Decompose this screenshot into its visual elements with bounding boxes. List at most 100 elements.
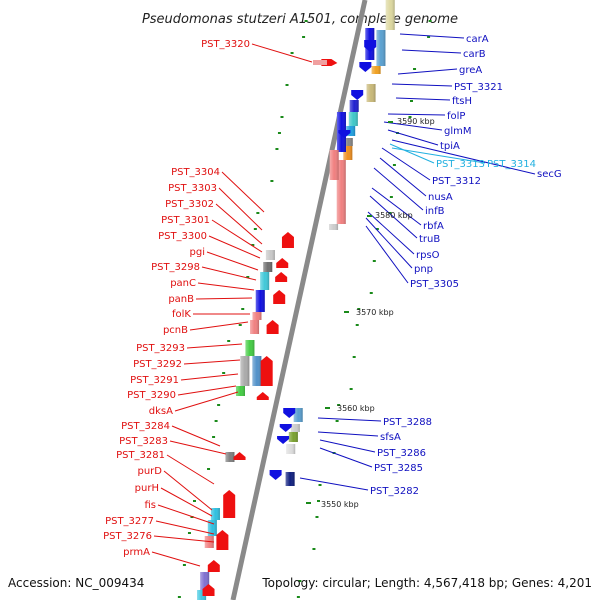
gene-label[interactable]: pgi: [190, 247, 205, 258]
gene-label[interactable]: rbfA: [423, 221, 444, 232]
gene-label[interactable]: PST_3284: [121, 421, 170, 432]
gene-label[interactable]: PST_3282: [370, 486, 419, 497]
position-tick: [318, 484, 322, 486]
gene-label[interactable]: folK: [172, 309, 191, 320]
position-tick: [222, 372, 226, 374]
position-tick: [270, 180, 274, 182]
leader-line: [299, 477, 369, 491]
gene-label[interactable]: PST_3288: [383, 417, 432, 428]
gene-label[interactable]: truB: [419, 234, 440, 245]
position-tick: [207, 468, 211, 470]
position-tick: [280, 116, 284, 118]
gene-label[interactable]: nusA: [428, 192, 453, 203]
leader-line: [365, 225, 409, 284]
gene-label[interactable]: PST_3302: [165, 199, 214, 210]
leader-line: [371, 187, 422, 226]
gene-label[interactable]: panC: [170, 278, 196, 289]
gene-label[interactable]: PST_3293: [136, 343, 185, 354]
leader-line: [389, 143, 435, 164]
gene-label[interactable]: PST_3298: [151, 262, 200, 273]
leader-line: [186, 343, 243, 349]
leader-line: [201, 266, 257, 281]
gene-label[interactable]: PST_3301: [161, 215, 210, 226]
leader-line: [208, 235, 261, 259]
gene-block-shade: [260, 272, 270, 290]
gene-label[interactable]: PST_3283: [119, 436, 168, 447]
gene-arrow: [256, 392, 269, 400]
gene-arrow: [260, 356, 273, 386]
gene-block-shade: [288, 432, 298, 442]
leader-line: [391, 83, 453, 87]
gene-arrow: [216, 530, 229, 550]
gene-label[interactable]: PST_3290: [127, 390, 176, 401]
gene-arrow: [273, 290, 286, 304]
position-tick: [337, 404, 341, 406]
gene-label[interactable]: fis: [144, 500, 156, 511]
kbp-marker: 3590 kbp: [397, 117, 435, 126]
gene-label[interactable]: PST_3281: [116, 450, 165, 461]
gene-label[interactable]: PST_3303: [168, 183, 217, 194]
leader-line: [251, 43, 313, 63]
gene-block-shade: [349, 100, 359, 112]
gene-label[interactable]: PST_3313: [436, 159, 485, 170]
gene-label[interactable]: PST_3277: [105, 516, 154, 527]
gene-label[interactable]: PST_3292: [133, 359, 182, 370]
gene-label[interactable]: PST_3314: [487, 159, 536, 170]
gene-label[interactable]: PST_3320: [201, 39, 250, 50]
gene-label[interactable]: PST_3285: [374, 463, 423, 474]
gene-label[interactable]: dksA: [149, 406, 173, 417]
gene-arrow: [275, 272, 288, 282]
gene-label[interactable]: secG: [537, 169, 562, 180]
gene-label[interactable]: tpiA: [440, 141, 460, 152]
gene-label[interactable]: PST_3276: [103, 531, 152, 542]
gene-label[interactable]: carA: [466, 34, 489, 45]
leader-line: [317, 431, 379, 437]
gene-block-shade: [250, 320, 260, 334]
left-gene-labels: PST_3320 PST_3304 PST_3303 PST_3302 PST_…: [103, 39, 250, 558]
leader-line: [197, 282, 255, 291]
gene-label[interactable]: panB: [168, 294, 194, 305]
gene-label[interactable]: carB: [463, 49, 486, 60]
gene-label[interactable]: sfsA: [380, 432, 401, 443]
gene-label[interactable]: PST_3321: [454, 82, 503, 93]
accession-text: Accession: NC_009434: [8, 576, 144, 590]
gene-block-shade: [200, 572, 210, 590]
kbp-markers: 3590 kbp 3580 kbp 3570 kbp 3560 kbp 3550…: [306, 117, 435, 509]
gene-label[interactable]: purH: [135, 483, 159, 494]
leader-line: [153, 535, 215, 543]
position-tick: [315, 516, 319, 518]
gene-label[interactable]: PST_3312: [432, 176, 481, 187]
gene-label[interactable]: pnp: [414, 264, 433, 275]
gene-block-shade: [285, 472, 295, 486]
position-tick: [246, 276, 250, 278]
gene-label[interactable]: folP: [447, 111, 465, 122]
position-tick: [177, 596, 181, 598]
gene-label[interactable]: purD: [138, 466, 163, 477]
gene-label[interactable]: PST_3304: [171, 167, 220, 178]
leader-line: [218, 187, 263, 231]
gene-label[interactable]: glmM: [444, 126, 472, 137]
gene-label[interactable]: PST_3305: [410, 279, 459, 290]
position-tick: [253, 228, 257, 230]
gene-label[interactable]: PST_3286: [377, 448, 426, 459]
gene-label[interactable]: PST_3291: [130, 375, 179, 386]
gene-label[interactable]: infB: [425, 206, 445, 217]
gene-block-shade: [371, 66, 381, 74]
leader-line: [206, 251, 259, 271]
gene-label[interactable]: pcnB: [163, 325, 188, 336]
gene-block-shade: [235, 386, 245, 396]
leader-line: [317, 417, 382, 422]
position-tick: [298, 580, 302, 582]
gene-label[interactable]: rpsO: [416, 250, 440, 261]
position-tick: [302, 36, 306, 38]
gene-label[interactable]: PST_3300: [158, 231, 207, 242]
genome-backbone: [230, 0, 368, 600]
gene-label[interactable]: greA: [459, 65, 482, 76]
leader-line: [387, 129, 439, 146]
position-tick: [369, 292, 373, 294]
gene-label[interactable]: ftsH: [452, 96, 472, 107]
leader-line: [169, 440, 227, 455]
position-tick: [217, 404, 221, 406]
gene-label[interactable]: prmA: [123, 547, 150, 558]
